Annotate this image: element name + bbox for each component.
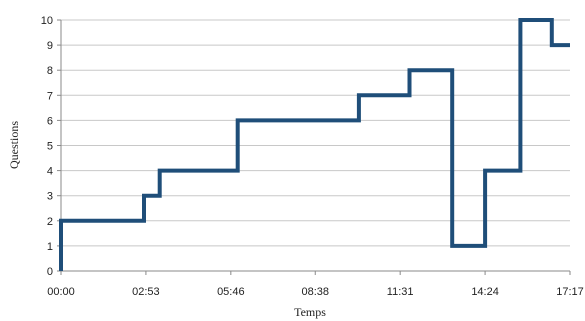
y-tick-label: 5 xyxy=(47,141,53,153)
y-tick-label: 1 xyxy=(47,241,53,253)
x-tick-label: 14:24 xyxy=(471,286,499,298)
x-tick-label: 02:53 xyxy=(132,286,160,298)
x-tick-label: 08:38 xyxy=(301,286,329,298)
x-axis-title: Temps xyxy=(294,305,326,319)
y-tick-label: 10 xyxy=(41,15,53,27)
x-tick-label: 00:00 xyxy=(47,286,75,298)
axis-layer xyxy=(57,19,571,275)
y-tick-label: 4 xyxy=(47,166,53,178)
label-layer: 0 1 2 3 4 5 6 7 8 9 10 00:00 02:53 05:46 08:38 11:31 14:… xyxy=(41,15,584,298)
series-layer xyxy=(59,18,570,271)
x-tick-label: 17:17 xyxy=(556,286,584,298)
x-tick-label: 05:46 xyxy=(217,286,245,298)
grid-layer xyxy=(61,19,570,247)
series-line-0 xyxy=(59,18,570,271)
y-tick-label: 0 xyxy=(47,266,53,278)
y-tick-label: 9 xyxy=(47,40,53,52)
y-tick-label: 7 xyxy=(47,90,53,102)
y-tick-label: 6 xyxy=(47,115,53,127)
y-tick-label: 3 xyxy=(47,191,53,203)
x-tick-label: 11:31 xyxy=(387,286,414,298)
y-tick-label: 2 xyxy=(47,216,53,228)
y-tick-label: 8 xyxy=(47,65,53,77)
y-axis-title: Questions xyxy=(7,121,21,169)
